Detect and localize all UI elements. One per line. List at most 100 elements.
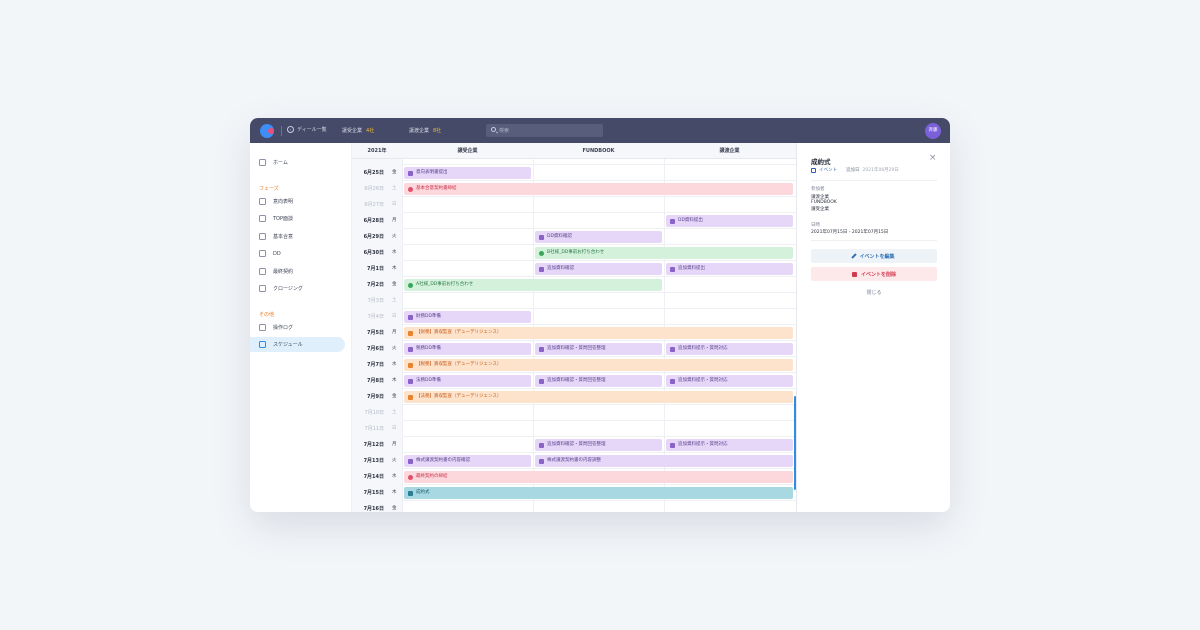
schedule-event[interactable]: 追加資料提示・質問対応 xyxy=(666,375,793,387)
schedule-event[interactable]: 追加資料提出 xyxy=(666,263,793,275)
deal-list-link[interactable]: ‹ ディール一覧 xyxy=(287,126,327,133)
divider xyxy=(811,240,937,241)
row-date: 7月11日 xyxy=(364,426,384,432)
sidebar-item-basic-agreement[interactable]: 基本合意 xyxy=(250,229,345,244)
delete-event-button[interactable]: イベントを削除 xyxy=(811,267,937,281)
event-label: 【税務】買収監査（デューデリジェンス） xyxy=(416,362,502,367)
schedule-event[interactable]: 【財務】買収監査（デューデリジェンス） xyxy=(404,327,793,339)
row-weekday: 土 xyxy=(392,410,397,415)
sidebar-item-home[interactable]: ホーム xyxy=(250,155,345,170)
schedule-event[interactable]: A社様_DD事前お打ち合わせ xyxy=(404,279,662,291)
sidebar-item-top-meeting[interactable]: TOP面談 xyxy=(250,211,345,226)
datetime-label: 日時 xyxy=(811,223,820,228)
sidebar-item-schedule[interactable]: スケジュール xyxy=(250,337,345,352)
search-input[interactable]: 検索 xyxy=(486,124,603,137)
sidebar-section-other: その他 xyxy=(259,312,275,318)
row-weekday: 木 xyxy=(392,490,397,495)
schedule-event[interactable]: 成約式 xyxy=(404,487,793,499)
schedule-event[interactable]: 【税務】買収監査（デューデリジェンス） xyxy=(404,359,793,371)
dd-icon xyxy=(408,330,413,336)
row-date: 7月12日 xyxy=(363,442,384,448)
sidebar-section-phase: フェーズ xyxy=(259,186,279,192)
event-label: 成約式 xyxy=(416,490,430,495)
schedule-event[interactable]: 税務DD準備 xyxy=(404,343,531,355)
schedule-event[interactable]: 追加資料提示・質問対応 xyxy=(666,439,793,451)
edit-event-label: イベントを編集 xyxy=(859,253,895,260)
contract-icon xyxy=(259,268,266,275)
scrollbar[interactable] xyxy=(794,396,796,490)
schedule-event[interactable]: 最終契約の締結 xyxy=(404,471,793,483)
pencil-icon xyxy=(851,253,858,259)
dd-icon xyxy=(408,394,413,400)
row-weekday: 金 xyxy=(392,282,397,287)
chevron-left-icon: ‹ xyxy=(287,126,294,133)
flag-icon xyxy=(259,285,266,292)
schedule-event[interactable]: 【法務】買収監査（デューデリジェンス） xyxy=(404,391,793,403)
event-label: 追加資料確認・質問回答整理 xyxy=(547,442,606,447)
event-label: 追加資料提示・質問対応 xyxy=(678,346,728,351)
close-button[interactable]: 閉じる xyxy=(866,290,882,296)
doc-icon xyxy=(670,442,675,448)
calendar-icon xyxy=(259,341,266,348)
schedule-body[interactable]: 6月24日木6月25日金6月26日土6月27日日6月28日月6月29日火6月30… xyxy=(352,159,796,512)
schedule-row: 7月6日 火 xyxy=(352,341,796,357)
date-cell: 6月28日 月 xyxy=(352,213,402,229)
sidebar-item-label: 意向表明 xyxy=(273,199,294,205)
sidebar-item-label: TOP面談 xyxy=(273,216,294,222)
event-label: 追加資料提示・質問対応 xyxy=(678,378,728,383)
schedule-row: 7月8日 木 xyxy=(352,373,796,389)
edit-event-button[interactable]: イベントを編集 xyxy=(811,249,937,263)
schedule-event[interactable]: DD資料確認 xyxy=(535,231,662,243)
schedule-event[interactable]: 追加資料提示・質問対応 xyxy=(666,343,793,355)
schedule-event[interactable]: DD資料提出 xyxy=(666,215,793,227)
doc-icon xyxy=(408,458,413,464)
row-date: 6月24日 xyxy=(354,159,384,165)
seller-count-badge: 8社 xyxy=(433,128,442,134)
log-icon xyxy=(259,324,266,331)
schedule-event[interactable]: 追加資料確認・質問回答整理 xyxy=(535,343,662,355)
close-icon[interactable]: × xyxy=(929,153,937,163)
schedule-event[interactable]: 意向表明書提出 xyxy=(404,167,531,179)
schedule-event[interactable]: 追加資料確認 xyxy=(535,263,662,275)
schedule-row: 7月11日 日 xyxy=(352,421,796,437)
event-label: 株式譲渡契約書の内容調整 xyxy=(547,458,601,463)
sidebar-item-operation-log[interactable]: 操作ログ xyxy=(250,320,345,335)
schedule-event[interactable]: 財務DD準備 xyxy=(404,311,531,323)
search-placeholder: 検索 xyxy=(499,128,510,134)
schedule-event[interactable]: 株式譲渡契約書の内容確認 xyxy=(404,455,531,467)
schedule-event[interactable]: 追加資料確認・質問回答整理 xyxy=(535,439,662,451)
call-icon xyxy=(539,250,544,256)
doc-icon xyxy=(539,442,544,448)
schedule-event[interactable]: 株式譲渡契約書の内容調整 xyxy=(535,455,793,467)
event-label: 財務DD準備 xyxy=(416,314,441,319)
participant-item: FUNDBOOK xyxy=(811,200,837,205)
sidebar-item-loi[interactable]: 意向表明 xyxy=(250,194,345,209)
schedule-event[interactable]: 基本合意契約書締結 xyxy=(404,183,793,195)
row-date: 6月26日 xyxy=(364,186,384,192)
row-date: 7月14日 xyxy=(363,474,384,480)
app-logo-icon[interactable] xyxy=(260,124,274,138)
date-cell: 6月29日 火 xyxy=(352,229,402,245)
schedule-event[interactable]: 法務DD準備 xyxy=(404,375,531,387)
sidebar-item-final-contract[interactable]: 最終契約 xyxy=(250,264,345,279)
seller-count[interactable]: 譲渡企業 8社 xyxy=(409,127,441,134)
schedule-row: 6月28日 月 xyxy=(352,213,796,229)
participants-label: 参加者 xyxy=(811,187,825,192)
sidebar-item-dd[interactable]: DD xyxy=(250,246,345,261)
event-type: イベント xyxy=(819,168,837,173)
avatar[interactable]: 斉藤 xyxy=(925,123,941,139)
row-weekday: 火 xyxy=(392,234,397,239)
schedule-row: 7月5日 月 xyxy=(352,325,796,341)
sidebar-item-closing[interactable]: クロージング xyxy=(250,281,345,296)
folder-icon xyxy=(259,250,266,257)
schedule-event[interactable]: B社様_DD事前お打ち合わせ xyxy=(535,247,793,259)
schedule-row: 6月29日 火 xyxy=(352,229,796,245)
acquirer-count[interactable]: 譲受企業 4社 xyxy=(342,127,374,134)
top-bar-divider xyxy=(281,126,282,136)
row-date: 6月27日 xyxy=(364,202,384,208)
schedule-event[interactable]: 追加資料確認・質問回答整理 xyxy=(535,375,662,387)
doc-icon xyxy=(408,346,413,352)
event-label: 株式譲渡契約書の内容確認 xyxy=(416,458,470,463)
row-weekday: 金 xyxy=(392,506,397,511)
sidebar-item-label: 操作ログ xyxy=(273,325,294,331)
